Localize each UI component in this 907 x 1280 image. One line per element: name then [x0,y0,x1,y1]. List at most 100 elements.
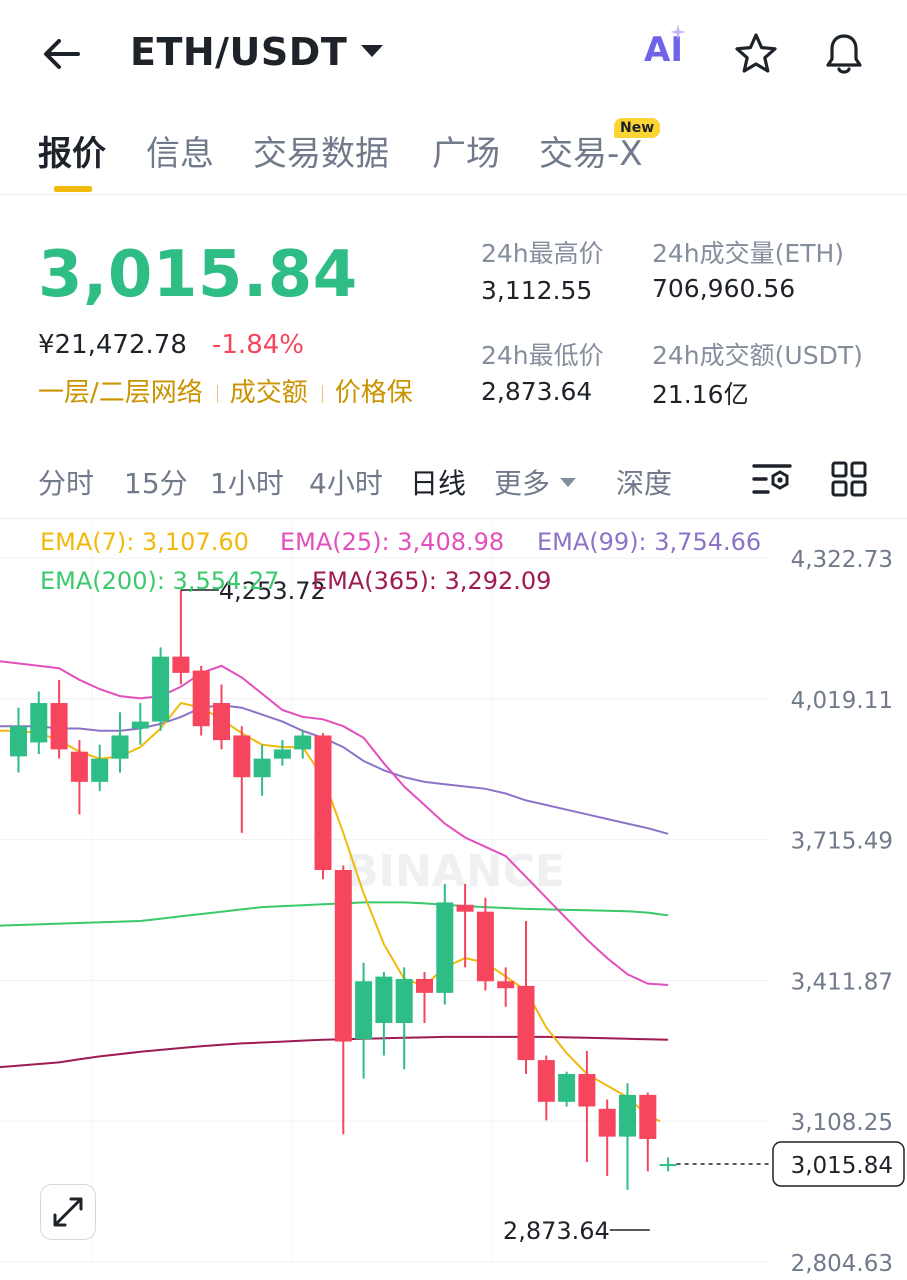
stat-volume-value: 706,960.56 [652,274,796,303]
current-price-label: 3,015.84 [791,1153,893,1179]
max-price-label: 4,253.72 [219,577,326,605]
ai-sparkle-star-icon [670,24,686,40]
dropdown-caret-icon [361,44,384,57]
candle-up [10,726,27,757]
interval-15m[interactable]: 15分 [124,467,188,500]
candle-down [578,1074,596,1107]
candle-down [639,1094,657,1139]
candle-up [131,721,149,729]
candle-up [436,902,454,993]
tag-l1-l2[interactable]: 一层/二层网络 [38,378,203,408]
stat-low-value: 2,873.64 [481,377,593,406]
candle-up [375,976,393,1024]
y-tick-label: 3,411.87 [791,969,893,995]
ai-label: AI [644,30,683,70]
interval-more-label: 更多 [494,467,551,500]
ema7-line [0,701,661,1123]
candle-down [476,911,494,982]
chart-settings-icon[interactable] [752,462,792,496]
bell-icon[interactable] [818,28,870,80]
y-tick-label: 3,715.49 [791,829,893,855]
stat-amount-value: 21.16亿 [652,380,749,409]
min-price-label: 2,873.64 [503,1217,610,1245]
tab-quote[interactable]: 报价 [38,134,106,174]
new-badge: New [614,118,661,138]
stat-amount-label: 24h成交额(USDT) [652,341,863,370]
grid-layout-icon[interactable] [831,461,867,497]
tabs-divider [0,194,907,195]
back-arrow-icon[interactable] [38,30,86,78]
candle-down [192,670,210,727]
depth-tab[interactable]: 深度 [616,467,673,500]
candle-up [111,735,129,759]
candle-up [273,749,291,759]
candle-up [91,758,109,782]
pair-title: ETH/USDT [130,30,348,74]
ema99-label: EMA(99): 3,754.66 [537,528,762,556]
candlestick-chart[interactable]: 4,322.73 4,019.11 3,715.49 3,411.87 3,108.25… [0,518,907,1280]
tag-separator [216,384,218,403]
y-tick-label: 4,019.11 [791,688,893,714]
candle-up [355,981,373,1040]
candle-down [172,656,190,673]
price-cny: ¥21,472.78 [38,330,187,360]
ema200-label: EMA(200): 3,554.27 [40,567,280,595]
chart-top-divider [0,518,907,519]
last-price: 3,015.84 [38,238,358,312]
candle-down [213,703,230,741]
interval-time-sharing[interactable]: 分时 [38,467,95,500]
binance-watermark: BINANCE [345,846,565,897]
candle-down [334,869,352,1042]
tag-price-protect[interactable]: 价格保 [334,378,413,408]
stat-low-label: 24h最低价 [481,341,604,370]
candle-down [598,1108,616,1137]
ema365-line [0,1035,669,1069]
candle-down [50,703,68,750]
stat-volume-label: 24h成交量(ETH) [652,239,845,268]
stat-high-value: 3,112.55 [481,276,593,305]
candle-down [497,981,515,989]
candle-down [70,751,88,782]
interval-4h[interactable]: 4小时 [309,467,383,500]
candle-up [619,1094,636,1137]
star-icon[interactable] [730,28,782,80]
tab-trading-data[interactable]: 交易数据 [253,134,389,174]
candle-down [416,978,433,993]
y-tick-label: 2,804.63 [791,1251,893,1277]
tag-separator [321,384,323,403]
tab-info[interactable]: 信息 [146,134,214,174]
ema25-line [0,660,669,986]
y-tick-label: 3,108.25 [791,1110,893,1136]
tab-square[interactable]: 广场 [432,134,500,174]
tag-volume[interactable]: 成交额 [229,378,308,408]
interval-1h[interactable]: 1小时 [210,467,284,500]
candle-up [30,703,48,743]
candle-down [517,985,535,1061]
pair-selector[interactable]: ETH/USDT [130,30,384,74]
ai-sparkle-icon[interactable]: AI [644,30,683,70]
active-tab-indicator [54,186,92,192]
ema7-label: EMA(7): 3,107.60 [40,528,249,556]
current-price-box [772,1141,905,1187]
ema25-label: EMA(25): 3,408.98 [280,528,505,556]
interval-1d[interactable]: 日线 [410,467,467,500]
price-change-percent: -1.84% [212,330,304,360]
candle-down [233,735,251,778]
candle-up [253,758,271,778]
ema365-label: EMA(365): 3,292.09 [312,567,552,595]
expand-icon [53,1197,83,1227]
candle-down [456,904,474,912]
candle-up [659,1164,677,1167]
candle-up [152,656,170,722]
candle-down [314,735,332,870]
chevron-down-icon [560,477,577,487]
candle-up [294,735,312,750]
tab-trade-x[interactable]: 交易-X [539,134,643,174]
ema200-line [0,901,669,927]
ema99-line [0,704,669,835]
asset-tags: 一层/二层网络 成交额 价格保 [38,372,413,409]
interval-more[interactable]: 更多 [494,462,577,502]
candle-down [537,1060,555,1102]
fullscreen-button[interactable] [40,1184,96,1240]
stat-high-label: 24h最高价 [481,239,604,268]
